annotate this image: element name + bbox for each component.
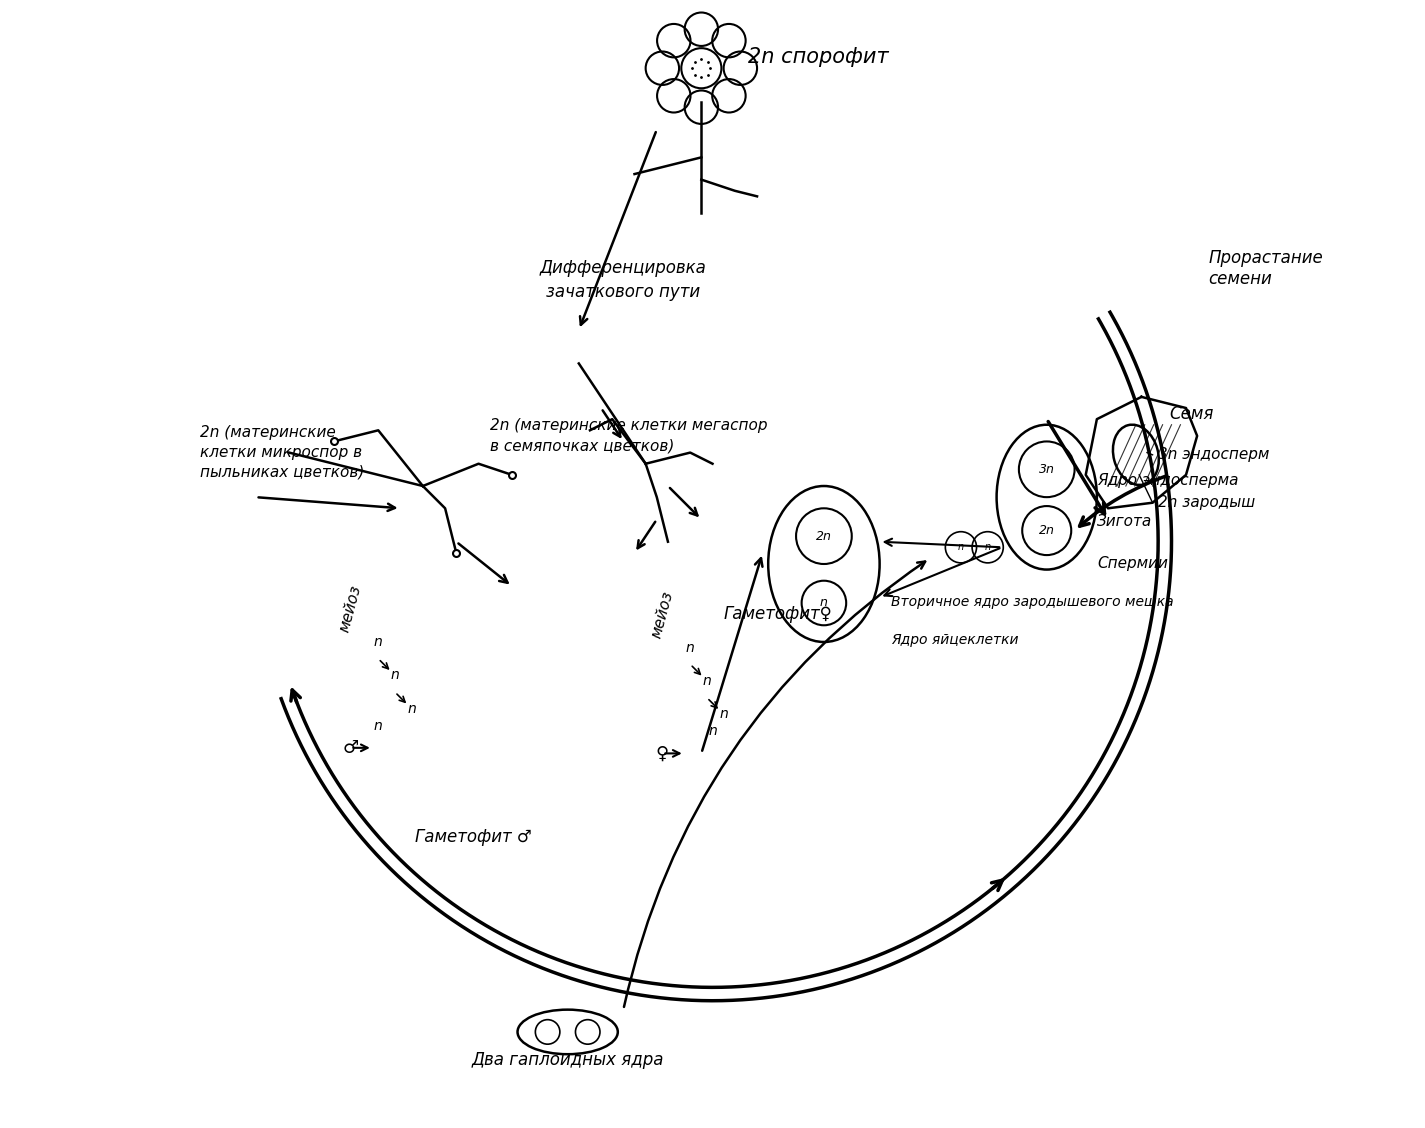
Text: 2n зародыш: 2n зародыш bbox=[1159, 495, 1255, 510]
Text: Два гаплоидных ядра: Два гаплоидных ядра bbox=[472, 1051, 664, 1068]
Text: ♀: ♀ bbox=[656, 744, 668, 763]
Text: n: n bbox=[720, 707, 728, 722]
Text: Семя: Семя bbox=[1170, 405, 1214, 423]
Text: Ядро эндосперма: Ядро эндосперма bbox=[1097, 473, 1238, 488]
Text: 2n спорофит: 2n спорофит bbox=[748, 47, 889, 67]
Text: n: n bbox=[373, 719, 383, 732]
Text: n: n bbox=[958, 543, 963, 553]
Text: мейоз: мейоз bbox=[336, 583, 363, 634]
Text: Гаметофит♀: Гаметофит♀ bbox=[724, 605, 832, 623]
Text: 2n: 2n bbox=[1039, 525, 1054, 537]
Text: Вторичное ядро зародышевого мешка: Вторичное ядро зародышевого мешка bbox=[891, 594, 1173, 609]
Text: мейоз: мейоз bbox=[648, 589, 675, 640]
Text: n: n bbox=[819, 597, 828, 609]
Text: Спермии: Спермии bbox=[1097, 556, 1167, 572]
Text: 2n: 2n bbox=[817, 530, 832, 543]
Text: 2n (материнские клетки мегаспор
в семяпочках цветков): 2n (материнские клетки мегаспор в семяпо… bbox=[490, 418, 767, 453]
Text: n: n bbox=[408, 702, 416, 716]
Text: Прорастание
семени: Прорастание семени bbox=[1208, 249, 1322, 288]
Text: Зигота: Зигота bbox=[1097, 514, 1153, 529]
Text: n: n bbox=[390, 669, 399, 682]
Text: 3n: 3n bbox=[1039, 462, 1054, 476]
Text: n: n bbox=[985, 543, 990, 553]
Text: n: n bbox=[373, 635, 383, 649]
Text: n: n bbox=[703, 675, 711, 688]
Text: Дифференцировка
зачаткового пути: Дифференцировка зачаткового пути bbox=[540, 259, 707, 301]
Text: 3n эндосперм: 3n эндосперм bbox=[1159, 448, 1270, 462]
Text: n: n bbox=[708, 724, 717, 738]
Text: n: n bbox=[685, 641, 694, 654]
Text: Ядро яйцеклетки: Ядро яйцеклетки bbox=[891, 633, 1019, 646]
Text: Гаметофит ♂: Гаметофит ♂ bbox=[415, 828, 532, 846]
Text: 2n (материнские
клетки микроспор в
пыльниках цветков): 2n (материнские клетки микроспор в пыльн… bbox=[200, 425, 365, 479]
Text: ♂: ♂ bbox=[342, 739, 359, 757]
